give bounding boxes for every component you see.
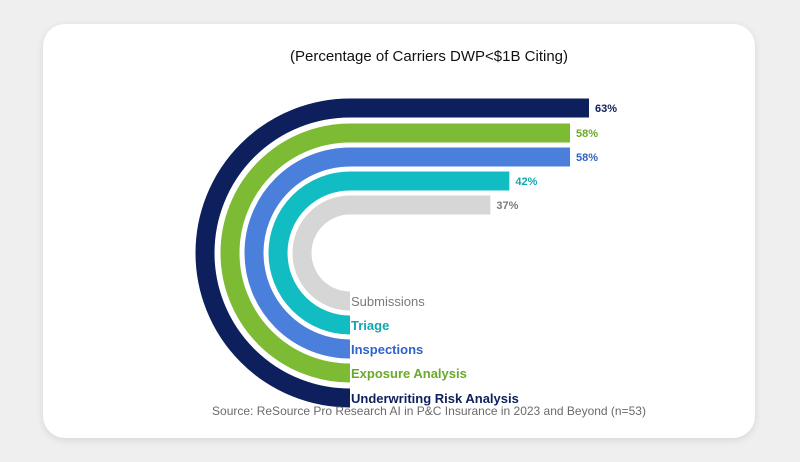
- value-label-3: 42%: [515, 176, 537, 188]
- value-label-1: 58%: [576, 128, 598, 140]
- curved-bar-chart: 63% Underwriting Risk Analysis 58% Exposure…: [195, 98, 617, 408]
- category-label-4: Submissions: [351, 294, 425, 309]
- chart-card: (Percentage of Carriers DWP<$1B Citing) …: [43, 24, 755, 438]
- value-label-0: 63%: [595, 103, 617, 115]
- category-label-0: Underwriting Risk Analysis: [351, 391, 519, 406]
- value-label-4: 37%: [496, 200, 518, 212]
- chart-source: Source: ReSource Pro Research AI in P&C …: [212, 404, 646, 418]
- category-label-1: Exposure Analysis: [351, 366, 467, 381]
- bar-2: [244, 147, 571, 359]
- category-label-3: Triage: [351, 318, 389, 333]
- bar-3: [268, 171, 510, 335]
- bar-0: [195, 98, 589, 408]
- chart-title: (Percentage of Carriers DWP<$1B Citing): [289, 48, 569, 65]
- value-label-2: 58%: [576, 152, 598, 164]
- category-label-2: Inspections: [351, 342, 423, 357]
- bar-1: [220, 123, 571, 383]
- bar-4: [292, 195, 491, 311]
